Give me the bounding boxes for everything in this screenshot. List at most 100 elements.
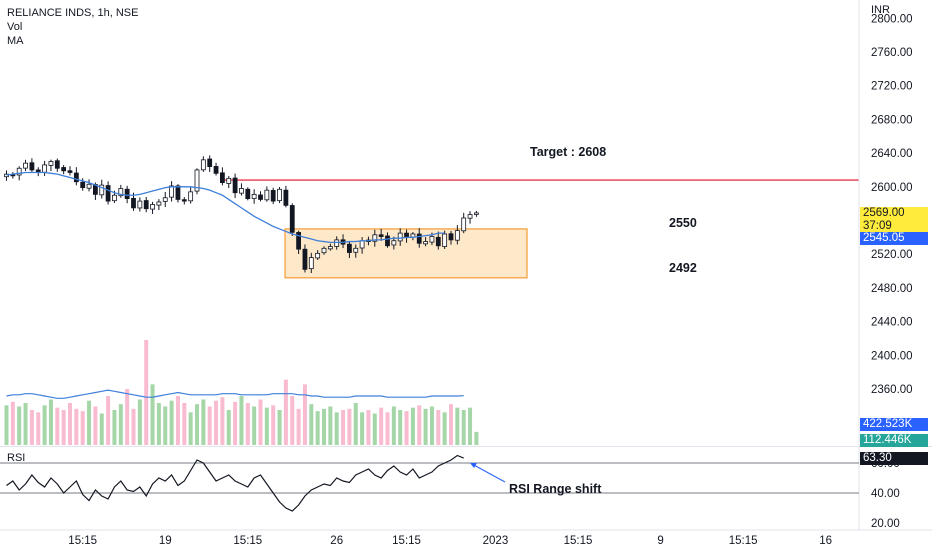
candle-body	[264, 189, 270, 201]
candle-body	[207, 158, 213, 167]
candle-body	[73, 172, 79, 183]
candle-body	[143, 200, 149, 210]
volume-bar	[385, 412, 390, 445]
candle	[397, 228, 403, 246]
candle	[156, 199, 162, 211]
bar-countdown: 37:09	[863, 220, 892, 232]
candle	[448, 231, 454, 245]
volume-bar	[182, 403, 187, 445]
volume-bar	[455, 407, 460, 445]
volume-bar	[80, 411, 85, 445]
candle-body	[213, 166, 219, 174]
volume-bar	[137, 399, 142, 445]
candle-body	[54, 160, 60, 169]
candle-body	[48, 161, 54, 166]
candle	[346, 242, 352, 258]
time-tick-label: 15:15	[68, 535, 97, 547]
volume-bar	[131, 408, 136, 445]
candle-body	[105, 185, 111, 202]
candle-body	[416, 233, 422, 244]
price-tick-label: 2440.00	[871, 317, 913, 329]
zone-lower-annotation[interactable]: 2492	[669, 261, 697, 275]
candle	[353, 244, 359, 258]
candle	[226, 176, 232, 189]
candle	[296, 230, 302, 255]
volume-bar	[10, 401, 15, 445]
volume-bar	[175, 396, 180, 445]
volume-bar	[226, 410, 231, 445]
volume-bar	[42, 405, 47, 445]
volume-bar	[302, 384, 307, 445]
volume-bar	[391, 406, 396, 445]
candle-body	[169, 185, 175, 198]
volume-ma-line	[6, 389, 464, 399]
price-tick-label: 2600.00	[871, 182, 913, 194]
volume-bar	[461, 410, 466, 445]
volume-bar	[290, 396, 295, 445]
candle	[264, 186, 270, 202]
volume-bar	[233, 401, 238, 445]
last-price-badge: 2569.00 37:09	[860, 207, 928, 233]
volume-bar	[309, 404, 314, 445]
volume-bar	[245, 403, 250, 445]
candle-body	[239, 188, 244, 194]
rsi-line	[6, 454, 464, 512]
candle-body	[308, 257, 314, 270]
candle-body	[175, 185, 181, 200]
candle-body	[378, 234, 384, 237]
candle	[327, 243, 333, 251]
candle	[283, 185, 289, 208]
volume-bar	[23, 403, 28, 445]
symbol-title[interactable]: RELIANCE INDS, 1h, NSE	[7, 7, 139, 19]
volume-bar	[106, 396, 111, 445]
volume-bar	[48, 399, 53, 445]
candle-body	[302, 248, 308, 270]
time-tick-label: 16	[819, 535, 832, 547]
candle	[162, 191, 168, 207]
candle-body	[232, 177, 238, 194]
volume-bar	[201, 399, 206, 445]
candle-body	[131, 197, 136, 209]
candle	[67, 166, 73, 176]
candle	[251, 189, 257, 204]
ma-indicator-label[interactable]: MA	[7, 35, 24, 47]
candle	[315, 250, 321, 260]
volume-indicator-label[interactable]: Vol	[7, 21, 23, 33]
time-tick-label: 15:15	[233, 535, 262, 547]
volume-bar	[125, 389, 130, 445]
candle-body	[99, 184, 105, 196]
volume-bar	[296, 408, 301, 445]
candle-body	[473, 212, 479, 215]
candle-body	[137, 200, 143, 209]
candle	[302, 244, 308, 273]
candle-body	[156, 201, 162, 206]
candle	[423, 237, 429, 247]
rsi-annotation[interactable]: RSI Range shift	[509, 482, 602, 496]
candle-body	[251, 193, 257, 199]
candle-body	[188, 191, 194, 202]
time-tick-label: 15:15	[564, 535, 593, 547]
candle-body	[150, 204, 155, 210]
candle	[150, 201, 155, 214]
candle	[467, 211, 473, 224]
zone-upper-annotation[interactable]: 2550	[669, 216, 697, 230]
candle-body	[429, 236, 435, 243]
candle-body	[226, 177, 232, 184]
target-annotation[interactable]: Target : 2608	[530, 145, 607, 159]
candle	[270, 187, 276, 205]
candle	[385, 232, 390, 248]
volume-bar	[93, 406, 98, 445]
candle-body	[372, 234, 378, 242]
candle	[99, 179, 105, 199]
volume-bar	[474, 431, 479, 445]
volume-bar	[423, 408, 428, 445]
candle-body	[35, 169, 41, 173]
time-tick-label: 26	[330, 535, 343, 547]
rsi-indicator-label[interactable]: RSI	[7, 452, 26, 464]
candle	[61, 165, 67, 175]
volume-bar	[68, 403, 72, 445]
candle-body	[258, 194, 263, 200]
candle-body	[16, 167, 22, 176]
candle	[372, 229, 378, 247]
